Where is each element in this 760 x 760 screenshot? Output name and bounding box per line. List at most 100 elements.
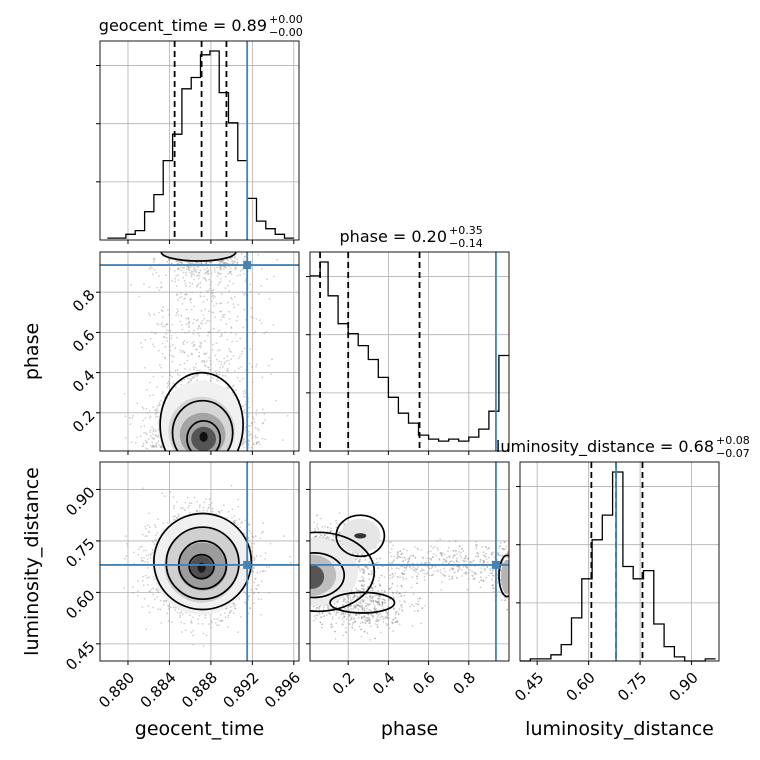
- sample-point: [180, 261, 183, 264]
- sample-point: [168, 354, 171, 357]
- sample-point: [225, 266, 227, 268]
- sample-point: [203, 364, 206, 367]
- density-layer: [123, 252, 509, 648]
- sample-point: [205, 290, 208, 293]
- sample-point: [188, 321, 191, 323]
- sample-point: [208, 320, 211, 322]
- sample-point: [232, 520, 235, 523]
- sample-point: [233, 306, 235, 309]
- sample-point: [175, 314, 178, 317]
- sample-point: [184, 368, 186, 370]
- sample-point: [234, 607, 237, 610]
- sample-point: [197, 332, 200, 335]
- sample-point: [264, 419, 267, 421]
- sample-point: [237, 505, 239, 508]
- sample-point: [173, 504, 176, 507]
- sample-point: [162, 604, 165, 606]
- sample-point: [208, 506, 210, 509]
- sample-point: [256, 363, 258, 366]
- sample-point: [211, 510, 214, 513]
- sample-point: [192, 271, 195, 273]
- sample-point: [289, 562, 292, 564]
- sample-point: [156, 442, 158, 444]
- sample-point: [203, 352, 206, 355]
- sample-point: [264, 552, 267, 554]
- sample-point: [220, 335, 223, 337]
- sample-point: [218, 373, 221, 376]
- sample-point: [153, 543, 156, 546]
- sample-point: [248, 406, 251, 409]
- sample-point: [199, 341, 202, 344]
- sample-point: [152, 258, 155, 261]
- sample-point: [177, 279, 180, 281]
- sample-point: [156, 405, 159, 407]
- sample-point: [181, 261, 184, 264]
- sample-point: [188, 269, 191, 272]
- sample-point: [198, 275, 201, 278]
- sample-point: [249, 362, 251, 365]
- sample-point: [242, 405, 245, 408]
- sample-point: [155, 411, 158, 414]
- sample-point: [148, 611, 151, 614]
- sample-point: [230, 296, 233, 299]
- sample-point: [193, 305, 196, 307]
- sample-point: [164, 345, 167, 348]
- sample-point: [244, 259, 247, 262]
- sample-point: [167, 605, 170, 608]
- sample-point: [149, 429, 152, 431]
- sample-point: [162, 391, 164, 393]
- sample-point: [215, 373, 218, 375]
- sample-point: [147, 561, 149, 564]
- sample-point: [211, 292, 214, 295]
- sample-point: [260, 613, 262, 616]
- sample-point: [185, 271, 187, 274]
- sample-point: [216, 331, 219, 333]
- sample-point: [205, 271, 207, 274]
- sample-point: [160, 281, 163, 284]
- sample-point: [146, 524, 149, 527]
- sample-point: [154, 538, 157, 541]
- sample-point: [174, 369, 177, 372]
- sample-point: [230, 327, 233, 330]
- sample-point: [177, 268, 180, 271]
- sample-point: [181, 328, 184, 331]
- sample-point: [152, 445, 155, 447]
- sample-point: [228, 310, 230, 313]
- sample-point: [171, 279, 173, 282]
- sample-point: [242, 390, 245, 393]
- sample-point: [142, 408, 145, 410]
- sample-point: [262, 530, 265, 533]
- sample-point: [144, 447, 147, 450]
- sample-point: [180, 269, 183, 272]
- grid-layer: [100, 41, 719, 661]
- sample-point: [181, 324, 183, 326]
- sample-point: [209, 331, 211, 333]
- sample-point: [182, 343, 185, 346]
- sample-point: [148, 267, 151, 270]
- sample-point: [168, 313, 170, 316]
- sample-point: [170, 606, 172, 609]
- sample-point: [196, 500, 199, 503]
- sample-point: [187, 322, 190, 325]
- sample-point: [243, 347, 246, 350]
- sample-point: [236, 376, 239, 379]
- sample-point: [212, 311, 215, 314]
- sample-point: [167, 309, 169, 311]
- sample-point: [206, 298, 209, 301]
- sample-point: [188, 262, 191, 265]
- sample-point: [185, 268, 188, 271]
- sample-point: [192, 376, 195, 379]
- sample-point: [241, 377, 244, 380]
- sample-point: [210, 300, 213, 302]
- sample-point: [254, 437, 257, 439]
- sample-point: [151, 433, 154, 436]
- sample-point: [229, 270, 231, 273]
- sample-point: [157, 409, 160, 412]
- sample-point: [183, 378, 186, 381]
- sample-point: [210, 281, 212, 284]
- sample-point: [254, 578, 257, 580]
- sample-point: [205, 262, 207, 265]
- sample-point: [208, 278, 211, 281]
- sample-point: [214, 354, 217, 357]
- sample-point: [243, 273, 246, 275]
